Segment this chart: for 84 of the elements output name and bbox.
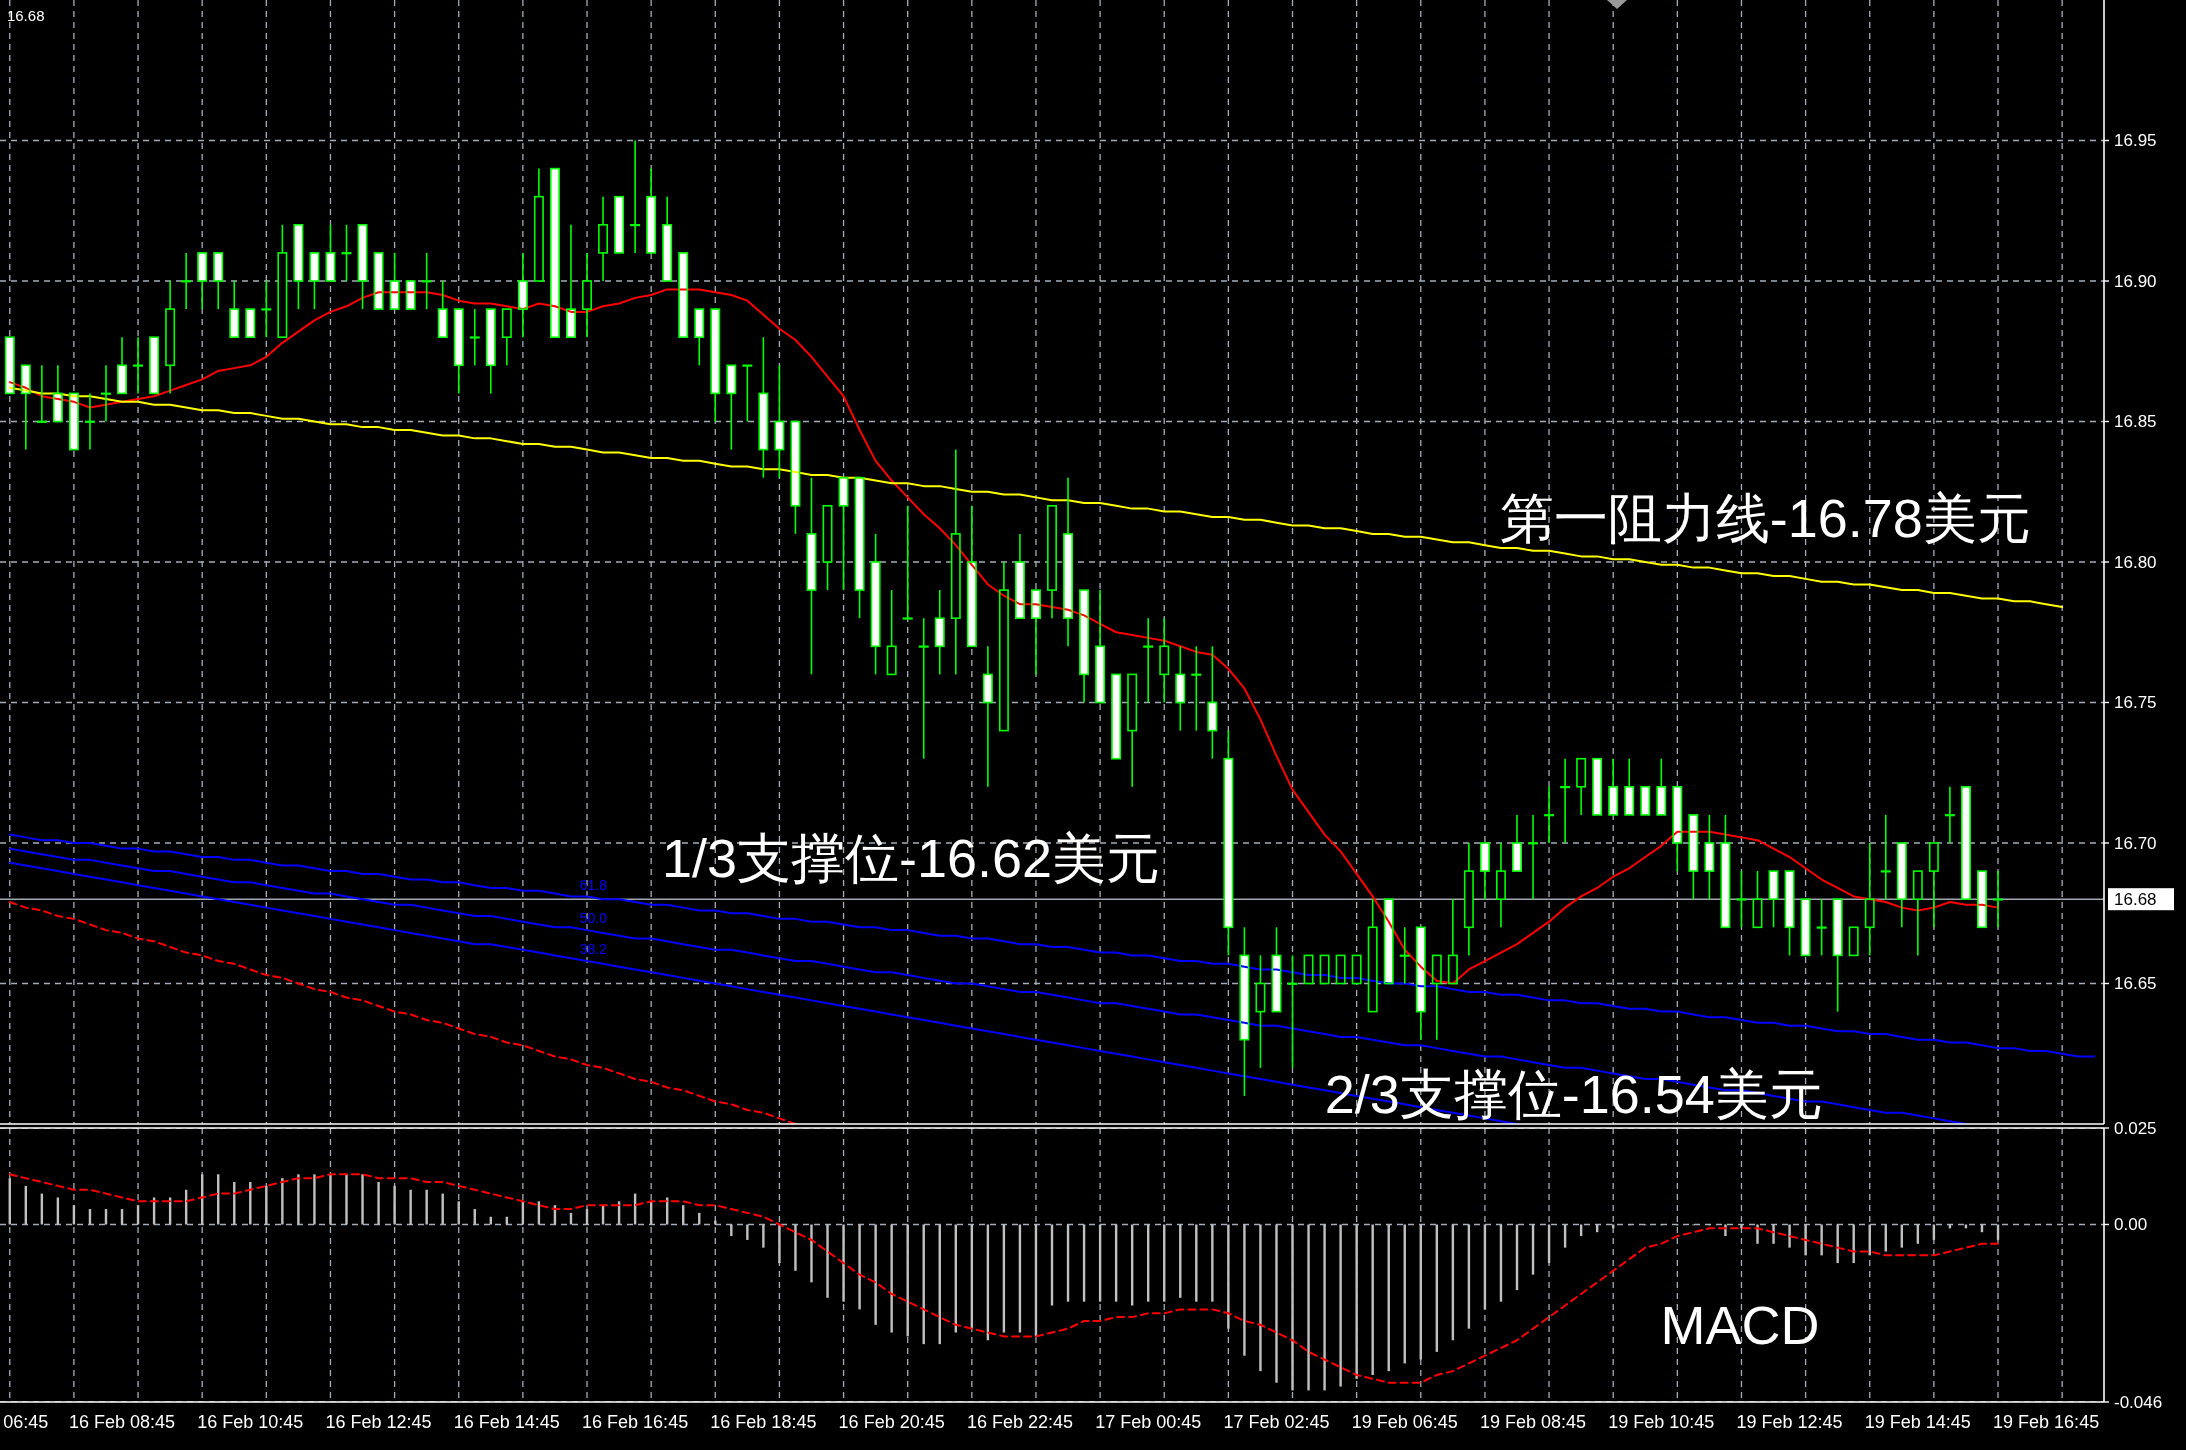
x-tick-label: 19 Feb 14:45 xyxy=(1864,1412,1971,1432)
line-series xyxy=(8,901,797,1124)
bar xyxy=(1820,1224,1823,1256)
bar xyxy=(393,1185,396,1225)
line-series xyxy=(8,1173,2000,1384)
y-tick-label: -0.046 xyxy=(2114,1392,2163,1412)
bar xyxy=(361,1174,364,1225)
y-tick-label: 16.95 xyxy=(2114,131,2157,150)
bar xyxy=(377,1182,380,1225)
bar xyxy=(297,1174,300,1225)
bar xyxy=(329,1174,332,1225)
text: MACD xyxy=(1660,1295,1820,1356)
candlestick xyxy=(1063,476,1074,648)
bar xyxy=(1371,1224,1374,1375)
x-tick-label: 16 Feb 22:45 xyxy=(966,1412,1073,1432)
bar xyxy=(1259,1224,1262,1372)
bar xyxy=(1756,1224,1759,1244)
line-series xyxy=(8,833,2096,1058)
bar xyxy=(906,1224,909,1337)
x-tick-label: 19 Feb 12:45 xyxy=(1736,1412,1843,1432)
x-tick-label: 16 Feb 14:45 xyxy=(453,1412,560,1432)
bar xyxy=(1211,1224,1214,1302)
x-tick-label: 06:45 xyxy=(3,1412,49,1432)
x-tick-label: 16 Feb 16:45 xyxy=(582,1412,689,1432)
bar xyxy=(1772,1224,1775,1244)
x-tick-label: 19 Feb 06:45 xyxy=(1351,1412,1458,1432)
x-tick-label: 19 Feb 10:45 xyxy=(1608,1412,1715,1432)
bar xyxy=(1275,1224,1278,1383)
bar xyxy=(409,1189,412,1225)
bar xyxy=(1804,1224,1807,1256)
y-tick-label: 16.70 xyxy=(2114,833,2157,853)
x-tick-label: 19 Feb 08:45 xyxy=(1479,1412,1587,1432)
x-tick-label: 16 Feb 12:45 xyxy=(325,1412,432,1432)
bar xyxy=(762,1224,765,1248)
bar xyxy=(778,1224,781,1264)
bar xyxy=(425,1189,428,1225)
annotation: 第一阻力线-16.78美元 xyxy=(1499,488,2031,549)
bar xyxy=(730,1224,733,1237)
bar xyxy=(1291,1224,1294,1391)
series-label: 61.8 xyxy=(579,876,608,893)
y-tick-label: 16.80 xyxy=(2114,552,2157,572)
bar xyxy=(1740,1224,1743,1229)
bar xyxy=(1307,1224,1310,1391)
bar xyxy=(1788,1224,1791,1248)
y-tick-label: 16.75 xyxy=(2114,693,2157,712)
series-label: 50.0 xyxy=(579,910,608,927)
x-tick-label: 16 Feb 18:45 xyxy=(710,1412,817,1432)
y-tick-label: 0.025 xyxy=(2114,1118,2157,1138)
bar xyxy=(794,1224,797,1271)
x-tick-label: 19 Feb 16:45 xyxy=(1993,1412,2100,1432)
bar xyxy=(313,1174,316,1225)
candlestick xyxy=(1047,505,1057,619)
x-tick-label: 17 Feb 00:45 xyxy=(1095,1412,1202,1432)
bar xyxy=(1339,1224,1342,1387)
series-label: 38.2 xyxy=(579,941,608,958)
y-tick-label: 16.65 xyxy=(2114,974,2157,993)
x-tick-label: 17 Feb 02:45 xyxy=(1223,1412,1330,1432)
bar xyxy=(874,1224,877,1325)
bar xyxy=(1323,1224,1326,1391)
ref-line-label: 16.68 xyxy=(2114,889,2157,909)
bar xyxy=(281,1178,284,1225)
candlestick xyxy=(1960,786,1971,900)
bar xyxy=(265,1185,268,1225)
bar xyxy=(746,1224,749,1240)
line-series xyxy=(8,386,2064,608)
x-tick-label: 16 Feb 10:45 xyxy=(197,1412,304,1432)
y-tick-label: 0.00 xyxy=(2114,1214,2148,1234)
bar xyxy=(842,1224,845,1302)
annotation: 16.68 xyxy=(6,6,45,24)
y-tick-label: 16.85 xyxy=(2114,412,2157,431)
bar xyxy=(1243,1224,1246,1356)
bar xyxy=(345,1174,348,1225)
annotation: 1/3支撑位-16.62美元 xyxy=(661,827,1161,888)
bar xyxy=(1227,1224,1230,1329)
bar xyxy=(810,1224,813,1283)
y-tick-label: 16.90 xyxy=(2114,271,2157,291)
bar xyxy=(858,1224,861,1310)
bar xyxy=(1836,1224,1839,1264)
bar xyxy=(826,1224,829,1298)
x-tick-label: 16 Feb 08:45 xyxy=(68,1412,176,1432)
bar xyxy=(890,1224,893,1333)
x-tick-label: 16 Feb 20:45 xyxy=(838,1412,945,1432)
bar xyxy=(1355,1224,1358,1379)
bar xyxy=(1195,1224,1198,1302)
